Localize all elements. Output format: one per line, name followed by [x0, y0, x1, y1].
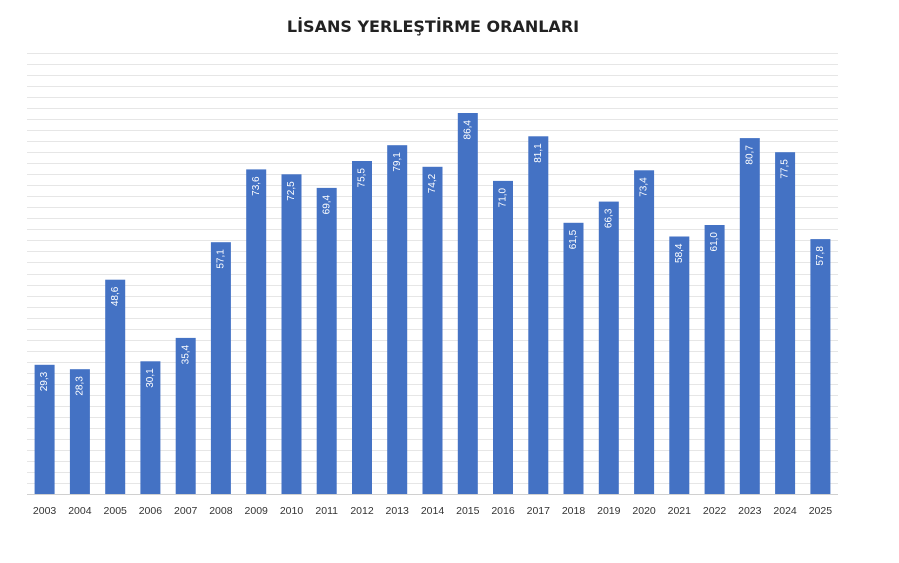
x-tick-label-2019: 2019	[597, 505, 621, 517]
data-label-2022: 61,0	[709, 232, 720, 252]
data-label-2014: 74,2	[427, 173, 438, 193]
bar-2017	[528, 136, 549, 495]
bar-2009	[246, 169, 267, 494]
data-label-2007: 35,4	[180, 344, 191, 364]
x-tick-label-2015: 2015	[456, 505, 480, 517]
data-label-2017: 81,1	[533, 143, 544, 163]
data-label-2004: 28,3	[75, 376, 86, 396]
x-tick-label-2007: 2007	[174, 505, 198, 517]
bar-2005	[105, 279, 126, 494]
x-tick-label-2010: 2010	[280, 505, 304, 517]
x-tick-label-2018: 2018	[562, 505, 586, 517]
x-tick-label-2014: 2014	[421, 505, 445, 517]
x-tick-label-2022: 2022	[703, 505, 727, 517]
data-label-2013: 79,1	[392, 152, 403, 172]
data-label-2016: 71,0	[498, 187, 509, 207]
data-label-2020: 73,4	[639, 177, 650, 197]
x-tick-label-2024: 2024	[773, 505, 797, 517]
data-label-2006: 30,1	[145, 368, 156, 388]
bar-2006	[140, 361, 161, 494]
x-tick-label-2008: 2008	[209, 505, 233, 517]
x-tick-label-2025: 2025	[809, 505, 833, 517]
bar-2020	[634, 170, 655, 495]
data-label-2011: 69,4	[321, 194, 332, 214]
x-tick-label-2021: 2021	[668, 505, 692, 517]
bar-2014	[422, 166, 443, 495]
data-label-2003: 29,3	[39, 371, 50, 391]
data-label-2015: 86,4	[462, 120, 473, 140]
bar-2012	[352, 161, 372, 494]
bar-2008	[210, 242, 231, 494]
bar-2021	[669, 236, 690, 494]
x-tick-label-2003: 2003	[33, 505, 57, 517]
x-tick-label-2023: 2023	[738, 505, 762, 517]
x-tick-label-2016: 2016	[491, 505, 515, 517]
x-tick-label-2004: 2004	[68, 505, 92, 517]
bar-2010	[281, 174, 302, 495]
bar-2015	[457, 113, 478, 494]
x-tick-label-2017: 2017	[527, 505, 551, 517]
data-label-2012: 75,5	[357, 168, 368, 188]
data-label-2024: 77,5	[780, 159, 791, 179]
data-label-2025: 57,8	[815, 246, 826, 266]
data-label-2009: 73,6	[251, 176, 262, 196]
bar-2025	[810, 239, 831, 494]
bar-2016	[493, 180, 513, 494]
bar-2013	[387, 145, 408, 494]
x-tick-label-2012: 2012	[350, 505, 374, 517]
bar-2024	[775, 152, 796, 494]
x-axis: 2003 2004 2005 2006 2007 2008 2009 2010 2011 2012…	[33, 505, 832, 517]
x-tick-label-2011: 2011	[315, 505, 338, 517]
x-tick-label-2009: 2009	[245, 505, 269, 517]
data-label-2023: 80,7	[744, 145, 755, 165]
bar-2011	[316, 187, 337, 494]
data-label-2005: 48,6	[110, 286, 121, 306]
data-label-2018: 61,5	[568, 229, 579, 249]
data-label-2010: 72,5	[286, 181, 297, 201]
x-tick-label-2020: 2020	[632, 505, 656, 517]
bar-2023	[739, 138, 760, 494]
data-label-2021: 58,4	[674, 243, 685, 263]
data-label-2019: 66,3	[603, 208, 614, 228]
bar-2007	[175, 337, 196, 494]
bar-2022	[704, 225, 725, 494]
x-tick-label-2013: 2013	[386, 505, 410, 517]
x-tick-label-2006: 2006	[139, 505, 163, 517]
bars	[34, 113, 831, 495]
bar-2004	[69, 369, 90, 494]
bar-2018	[563, 222, 584, 495]
x-tick-label-2005: 2005	[104, 505, 128, 517]
data-label-2008: 57,1	[216, 249, 227, 269]
bar-2003	[34, 364, 55, 494]
chart-title: LİSANS YERLEŞTİRME ORANLARI	[286, 17, 580, 36]
bar-2019	[598, 201, 619, 494]
data-labels: 29,3 28,3 48,6 30,1 35,4 57,1 73,6 72,5 69,4 75,5…	[39, 120, 826, 396]
